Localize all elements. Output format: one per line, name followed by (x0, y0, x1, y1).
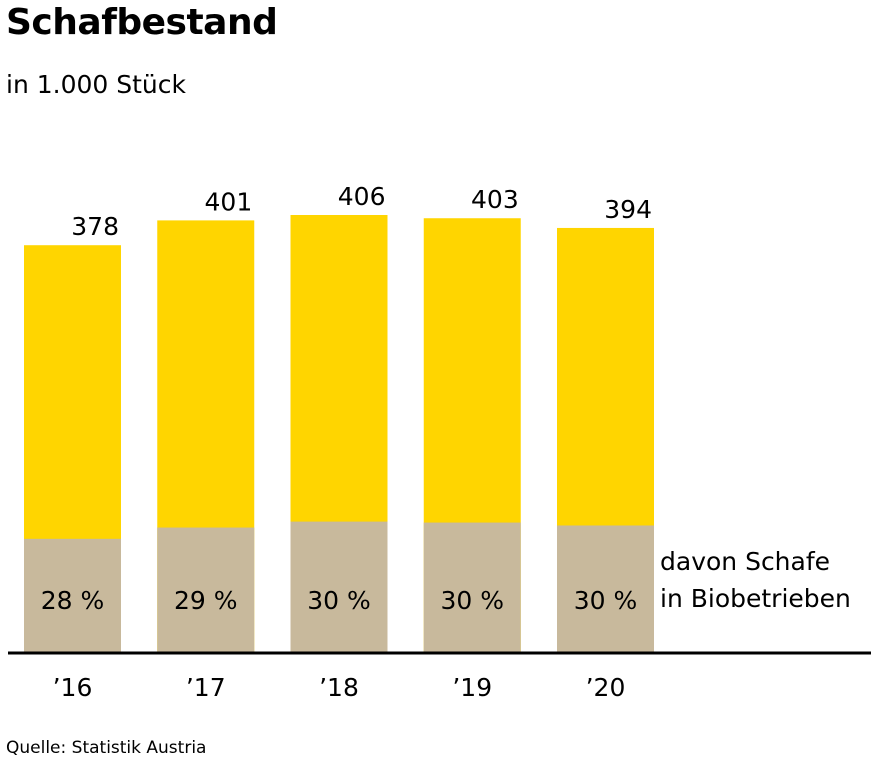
chart-subtitle: in 1.000 Stück (6, 70, 186, 99)
bar-bio-1 (157, 527, 255, 653)
x-tick-label-3: ’19 (452, 673, 492, 702)
chart-title: Schafbestand (6, 2, 278, 43)
x-tick-label-0: ’16 (53, 673, 93, 702)
x-tick-label-2: ’18 (319, 673, 359, 702)
value-label-1: 401 (205, 187, 253, 216)
bio-share-label-3: 30 % (440, 586, 504, 615)
bars-group (24, 215, 654, 654)
value-label-4: 394 (604, 195, 652, 224)
bio-share-label-2: 30 % (307, 586, 371, 615)
legend-line-1: davon Schafe (660, 547, 830, 576)
value-label-3: 403 (471, 185, 519, 214)
bar-bio-4 (557, 525, 654, 653)
bio-share-label-4: 30 % (574, 586, 638, 615)
bar-bio-0 (24, 538, 121, 653)
bio-share-label-0: 28 % (41, 586, 105, 615)
x-tick-label-4: ’20 (586, 673, 626, 702)
bar-bio-3 (423, 522, 521, 653)
bio-share-label-1: 29 % (174, 586, 238, 615)
value-label-2: 406 (338, 182, 386, 211)
legend-line-2: in Biobetrieben (660, 584, 851, 613)
value-label-0: 378 (71, 212, 119, 241)
bar-bio-2 (290, 521, 388, 653)
x-tick-label-1: ’17 (186, 673, 226, 702)
source-note: Quelle: Statistik Austria (6, 738, 207, 758)
labels-group: 378 28 % ’16 401 29 % ’17 406 30 % ’18 403 30 % ’19… (41, 182, 652, 702)
